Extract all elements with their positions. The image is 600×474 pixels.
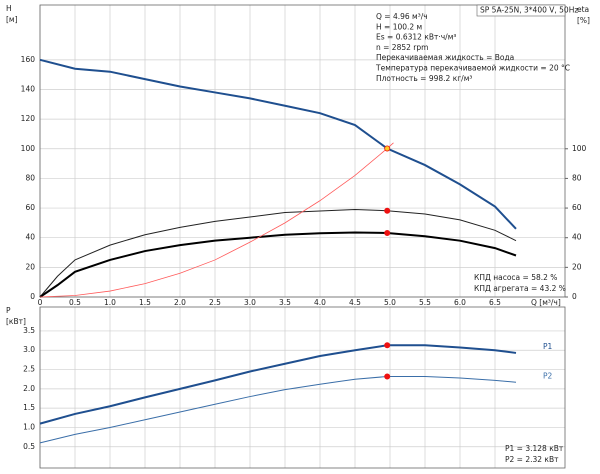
y-label: P [6, 306, 11, 315]
y-tick-label: 40 [25, 233, 35, 242]
curve [39, 376, 517, 444]
y-tick-label: 100 [21, 144, 36, 153]
y-tick-label: 0 [30, 292, 35, 301]
y2-tick-label: 80 [572, 173, 582, 182]
info-line: H = 100.2 м [376, 22, 422, 31]
info-line: Es = 0.6312 кВт·ч/м³ [376, 33, 456, 42]
operating-point [384, 145, 391, 152]
chart-title: SP 5A-25N, 3*400 V, 50Hz [480, 6, 578, 15]
y2-unit: [%] [577, 16, 590, 25]
info-line: Температура перекачиваемой жидкости = 20… [375, 64, 570, 73]
y-tick-label: 120 [21, 114, 36, 123]
y-tick-label: 1.5 [23, 403, 35, 412]
y-tick-label: 80 [25, 173, 35, 182]
x-tick-label: 5.5 [419, 298, 431, 307]
y2-tick-label: 20 [572, 262, 582, 271]
title-box [476, 4, 566, 17]
note: КПД насоса = 58.2 % [474, 273, 557, 282]
y-tick-label: 3.0 [23, 345, 35, 354]
y-tick-label: 20 [25, 262, 35, 271]
x-tick-label: 0.5 [69, 298, 81, 307]
x-tick-label: 2.5 [209, 298, 221, 307]
y-tick-label: 2.5 [23, 365, 35, 374]
x-tick-label: 3.0 [244, 298, 256, 307]
x-tick-label: 1.0 [104, 298, 116, 307]
y-tick-label: 1.0 [23, 422, 35, 431]
x-tick-label: 1.5 [139, 298, 151, 307]
plot-frame [39, 306, 566, 469]
y2-label: eta [577, 5, 589, 14]
info-line: Q = 4.96 м³/ч [376, 12, 428, 21]
operating-point [384, 342, 391, 349]
x-tick-label: 2.0 [174, 298, 186, 307]
x-tick-label: 6.0 [454, 298, 466, 307]
y2-tick-label: 0 [572, 292, 577, 301]
curve [39, 231, 517, 298]
note: КПД агрегата = 43.2 % [474, 284, 566, 293]
curve [39, 58, 517, 230]
x-tick-label: 0 [38, 298, 43, 307]
series-label: P1 [543, 342, 553, 351]
note: P1 = 3.128 кВт [505, 444, 564, 453]
x-label: Q [м³/ч] [531, 298, 561, 307]
curve [39, 209, 517, 298]
x-tick-label: 4.5 [349, 298, 361, 307]
y-tick-label: 3.5 [23, 326, 35, 335]
x-tick-label: 3.5 [279, 298, 291, 307]
x-tick-label: 4.0 [314, 298, 326, 307]
y2-tick-label: 40 [572, 233, 582, 242]
y-tick-label: 0.5 [23, 442, 35, 451]
x-tick-label: 6.5 [489, 298, 501, 307]
operating-point [384, 373, 391, 380]
y-tick-label: 2.0 [23, 384, 35, 393]
series-label: P2 [543, 371, 553, 380]
y-tick-label: 140 [21, 84, 36, 93]
info-line: Перекачиваемая жидкость = Вода [376, 53, 514, 62]
curve [39, 344, 517, 425]
operating-point [384, 207, 391, 214]
info-line: Плотность = 998.2 кг/м³ [376, 74, 472, 83]
note: P2 = 2.32 кВт [505, 455, 559, 464]
y-label: H [6, 4, 12, 13]
x-tick-label: 5.0 [384, 298, 396, 307]
y-unit: [кВт] [6, 317, 26, 326]
y-tick-label: 60 [25, 203, 35, 212]
curve [39, 142, 394, 298]
y-tick-label: 160 [21, 55, 36, 64]
y-unit: [м] [6, 15, 18, 24]
y2-tick-label: 60 [572, 203, 582, 212]
y2-tick-label: 100 [572, 144, 587, 153]
plot-frame [39, 4, 566, 298]
info-line: n = 2852 rpm [376, 43, 428, 52]
operating-point [384, 229, 391, 236]
